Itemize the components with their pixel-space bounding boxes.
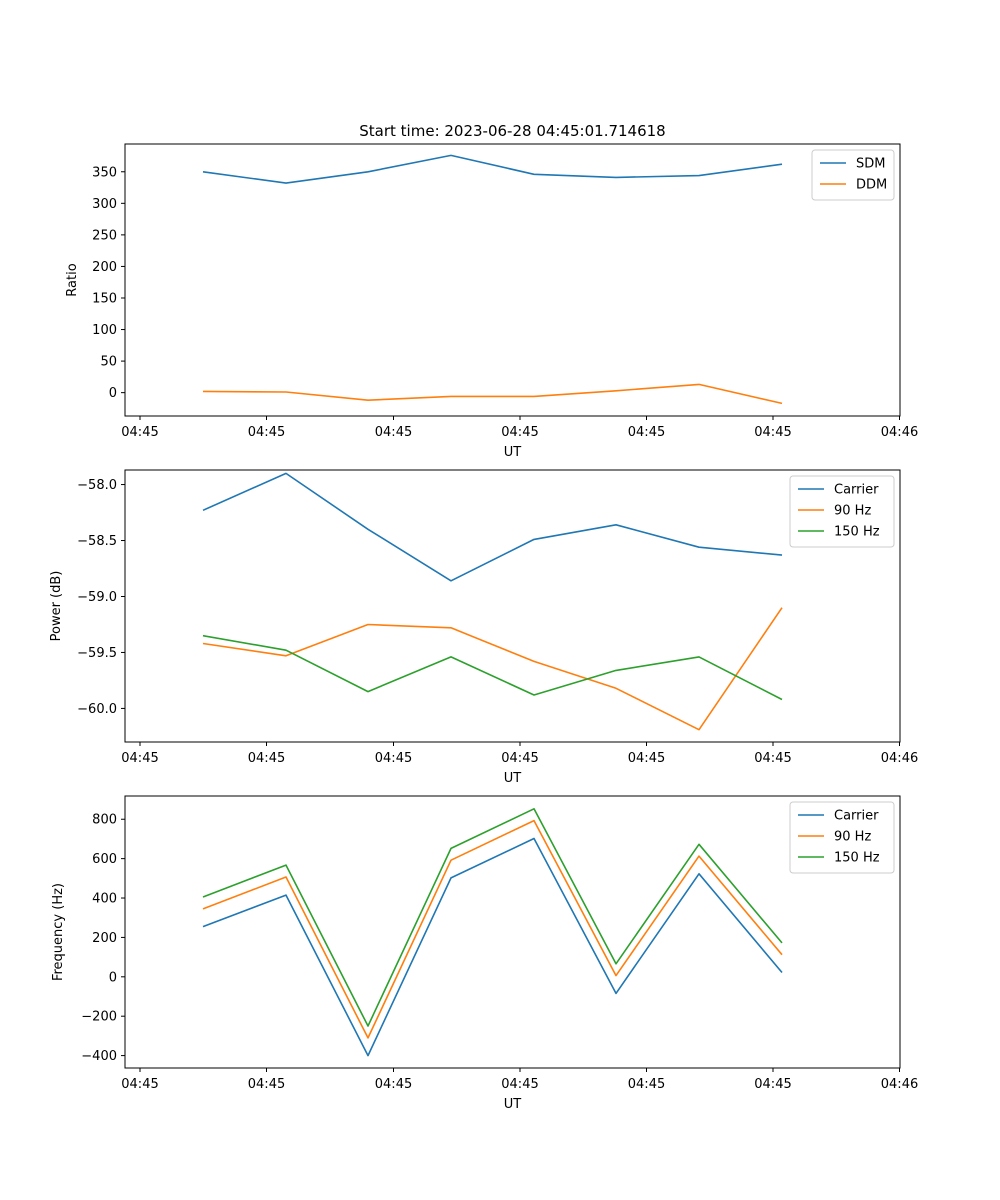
y-tick-label: 300 — [92, 197, 117, 212]
x-tick-label: 04:45 — [375, 425, 412, 440]
axes-frame — [124, 469, 901, 743]
x-tick-label: 04:45 — [754, 751, 791, 766]
series-line-carrier — [202, 837, 783, 1057]
y-tick-label: −58.0 — [77, 478, 117, 493]
y-tick-label: 800 — [92, 813, 117, 828]
x-axis-label: UT — [504, 771, 522, 786]
legend-label: DDM — [856, 178, 887, 193]
legend-label: 150 Hz — [834, 525, 880, 540]
y-axis-label: Frequency (Hz) — [51, 883, 66, 981]
y-tick-label: 400 — [92, 892, 117, 907]
legend: Carrier 90 Hz 150 Hz — [789, 475, 895, 548]
x-tick-label: 04:45 — [628, 425, 665, 440]
y-tick-label: 150 — [92, 291, 117, 306]
x-tick-label: 04:45 — [248, 1077, 285, 1092]
y-tick-label: −60.0 — [77, 702, 117, 717]
y-tick-label: 250 — [92, 228, 117, 243]
legend-label: 150 Hz — [834, 851, 880, 866]
legend-label: Carrier — [834, 483, 879, 498]
series-line-90-hz — [202, 607, 783, 731]
series-line-ddm — [202, 383, 783, 405]
y-tick-label: 0 — [109, 970, 117, 985]
x-tick-label: 04:46 — [881, 751, 918, 766]
y-tick-label: −59.5 — [77, 646, 117, 661]
legend-label: SDM — [856, 157, 885, 172]
x-tick-label: 04:45 — [754, 425, 791, 440]
x-tick-label: 04:45 — [754, 1077, 791, 1092]
x-tick-label: 04:45 — [121, 751, 158, 766]
series-line-150-hz — [202, 807, 783, 1027]
axes-frame — [124, 795, 901, 1069]
y-tick-label: −400 — [81, 1049, 117, 1064]
chart-panel-3: 04:45 04:45 04:45 04:45 04:45 04:45 04:46 UT −40… — [51, 795, 918, 1112]
legend-label: Carrier — [834, 809, 879, 824]
x-tick-label: 04:45 — [375, 751, 412, 766]
x-tick-label: 04:45 — [628, 751, 665, 766]
y-tick-label: −200 — [81, 1010, 117, 1025]
x-tick-label: 04:45 — [501, 751, 538, 766]
y-tick-label: −59.0 — [77, 590, 117, 605]
y-axis-label: Power (dB) — [49, 571, 64, 642]
series-line-90-hz — [202, 819, 783, 1039]
axes-frame — [124, 143, 901, 417]
y-tick-label: −58.5 — [77, 534, 117, 549]
y-tick-label: 50 — [100, 355, 117, 370]
x-tick-label: 04:45 — [501, 1077, 538, 1092]
figure-title: Start time: 2023-06-28 04:45:01.714618 — [359, 122, 665, 140]
legend-box — [789, 801, 895, 874]
legend: SDM DDM — [811, 149, 895, 201]
chart-panel-1: 04:45 04:45 04:45 04:45 04:45 04:45 04:46 UT 0 50… — [65, 143, 918, 460]
y-axis-label: Ratio — [65, 263, 80, 296]
series-line-sdm — [202, 154, 783, 184]
x-tick-label: 04:45 — [248, 425, 285, 440]
x-axis-label: UT — [504, 1097, 522, 1112]
y-tick-label: 350 — [92, 165, 117, 180]
legend-label: 90 Hz — [834, 830, 871, 845]
x-axis-label: UT — [504, 445, 522, 460]
y-tick-label: 200 — [92, 260, 117, 275]
y-tick-label: 100 — [92, 323, 117, 338]
x-tick-label: 04:45 — [248, 751, 285, 766]
chart-panel-2: 04:45 04:45 04:45 04:45 04:45 04:45 04:46 UT −60… — [49, 469, 918, 786]
x-tick-label: 04:45 — [628, 1077, 665, 1092]
x-tick-label: 04:45 — [121, 1077, 158, 1092]
x-tick-label: 04:46 — [881, 425, 918, 440]
y-tick-label: 600 — [92, 852, 117, 867]
x-tick-label: 04:45 — [121, 425, 158, 440]
y-tick-label: 200 — [92, 931, 117, 946]
x-tick-label: 04:46 — [881, 1077, 918, 1092]
series-line-150-hz — [202, 634, 783, 701]
legend-box — [789, 475, 895, 548]
legend-label: 90 Hz — [834, 504, 871, 519]
x-tick-label: 04:45 — [501, 425, 538, 440]
series-line-carrier — [202, 472, 783, 582]
legend: Carrier 90 Hz 150 Hz — [789, 801, 895, 874]
x-tick-label: 04:45 — [375, 1077, 412, 1092]
y-tick-label: 0 — [109, 386, 117, 401]
